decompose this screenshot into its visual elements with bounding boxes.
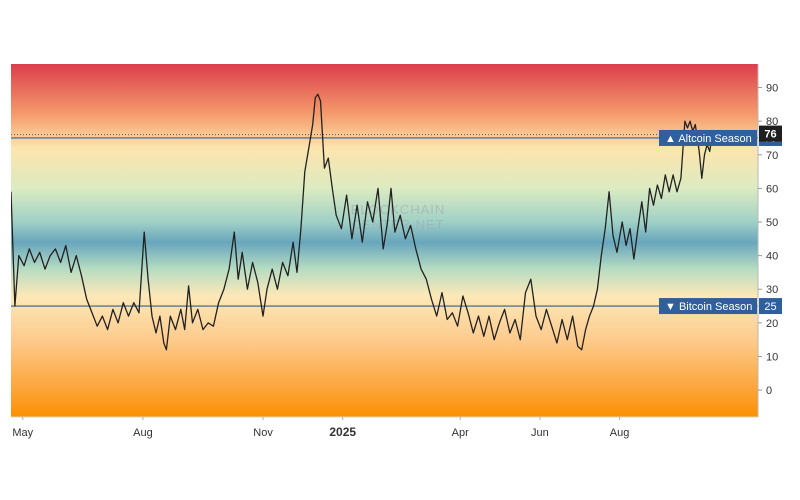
y-tick-label: 10: [766, 351, 778, 363]
x-axis-ticks: May Aug Nov 2025 Apr Jun Aug: [12, 417, 629, 439]
x-tick-label: Aug: [133, 427, 153, 439]
altcoin-index-line: [11, 93, 713, 351]
current-value-tag: 76: [759, 125, 782, 142]
y-tick-label: 80: [766, 116, 778, 128]
y-tick-label: 50: [766, 217, 778, 229]
reference-label-box: [659, 298, 757, 315]
x-tick-label: Nov: [253, 427, 273, 439]
reference-label-75: ▲ Altcoin Season: [659, 129, 757, 146]
y-tick-label: 20: [766, 318, 778, 330]
y-tick-label: 90: [766, 83, 778, 95]
reference-value-box: [759, 298, 782, 315]
reference-label-text: ▲ Altcoin Season: [665, 133, 752, 145]
reference-label-25: ▼ Bitcoin Season: [659, 298, 757, 315]
x-tick-label: Jun: [531, 427, 549, 439]
reference-value-text: 25: [764, 301, 776, 313]
x-tick-label: 2025: [329, 425, 356, 439]
y-tick-label: 0: [766, 385, 772, 397]
y-tick-label: 40: [766, 251, 778, 263]
reference-value-tag-25: 25: [759, 298, 782, 315]
y-tick-label: 60: [766, 183, 778, 195]
watermark-line-1: BLOCKCHAIN: [351, 202, 446, 217]
current-value-text: 76: [764, 129, 776, 141]
reference-label-box: [659, 129, 757, 146]
x-tick-label: Apr: [452, 427, 469, 439]
current-value-box: [759, 125, 782, 142]
y-axis-ticks: 0 10 20 30 40 50 60 70 80 90: [758, 83, 778, 397]
y-tick-label: 70: [766, 150, 778, 162]
reference-label-text: ▼ Bitcoin Season: [665, 301, 752, 313]
x-tick-label: Aug: [610, 427, 630, 439]
y-tick-label: 30: [766, 284, 778, 296]
x-tick-label: May: [12, 427, 33, 439]
